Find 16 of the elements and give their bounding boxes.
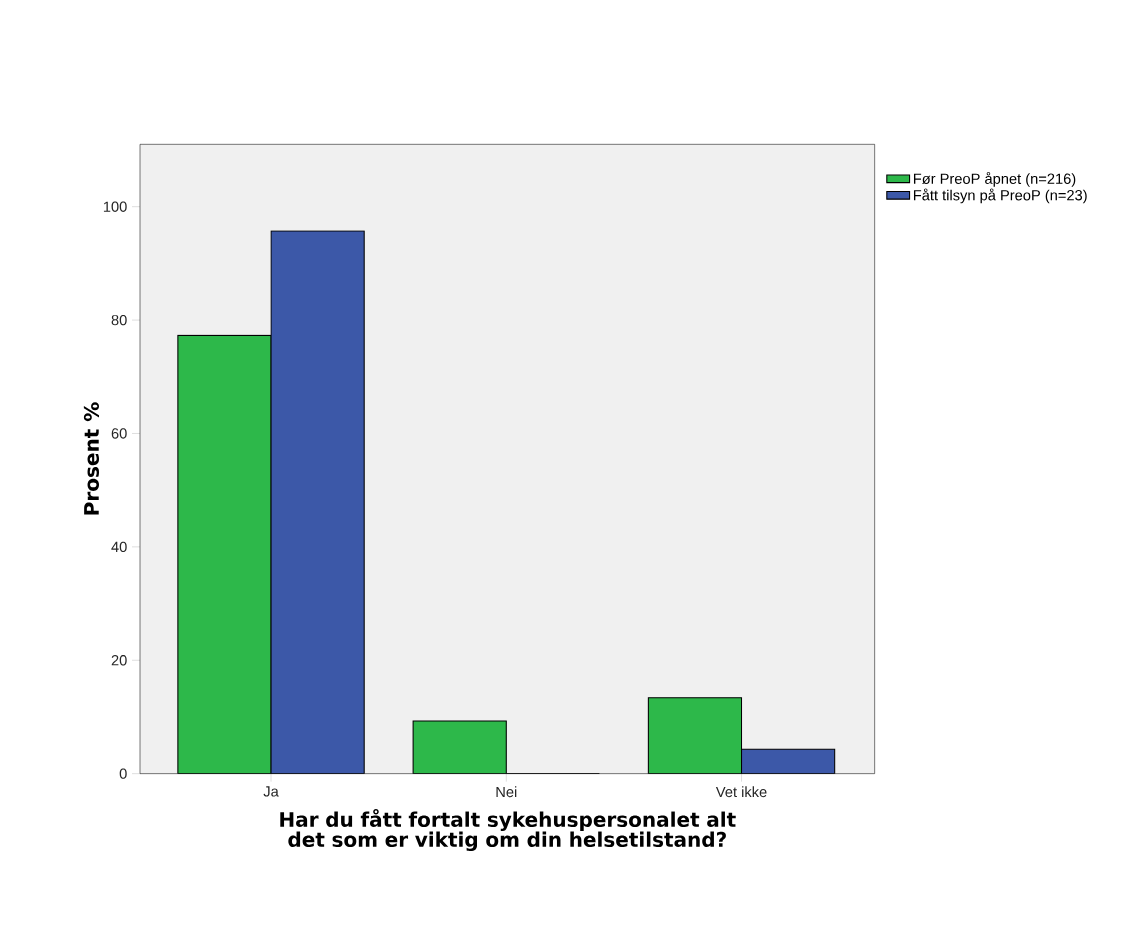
x-tick-label: Vet ikke xyxy=(715,786,767,798)
y-tick-label: 40 xyxy=(111,541,127,553)
y-tick-label: 100 xyxy=(103,201,127,212)
y-tick-label: 0 xyxy=(119,768,127,779)
y-tick-label: 20 xyxy=(111,655,127,666)
x-tick-label: Ja xyxy=(263,786,279,797)
legend-label: Før PreoP åpnet (n=216) xyxy=(913,171,1076,187)
x-axis-title: Har du fått fortalt sykehuspersonalet alt det som er viktig om din helsetilstand? xyxy=(280,808,736,852)
legend-label: Fått tilsyn på PreoP (n=23) xyxy=(913,188,1087,204)
bar xyxy=(412,720,507,774)
y-tick-label: 60 xyxy=(111,428,127,439)
x-tick-label: Nei xyxy=(496,786,517,798)
y-axis-title: Prosent % xyxy=(83,402,100,515)
bar xyxy=(740,748,836,774)
bar xyxy=(270,230,365,774)
y-tick-label: 80 xyxy=(111,314,127,326)
